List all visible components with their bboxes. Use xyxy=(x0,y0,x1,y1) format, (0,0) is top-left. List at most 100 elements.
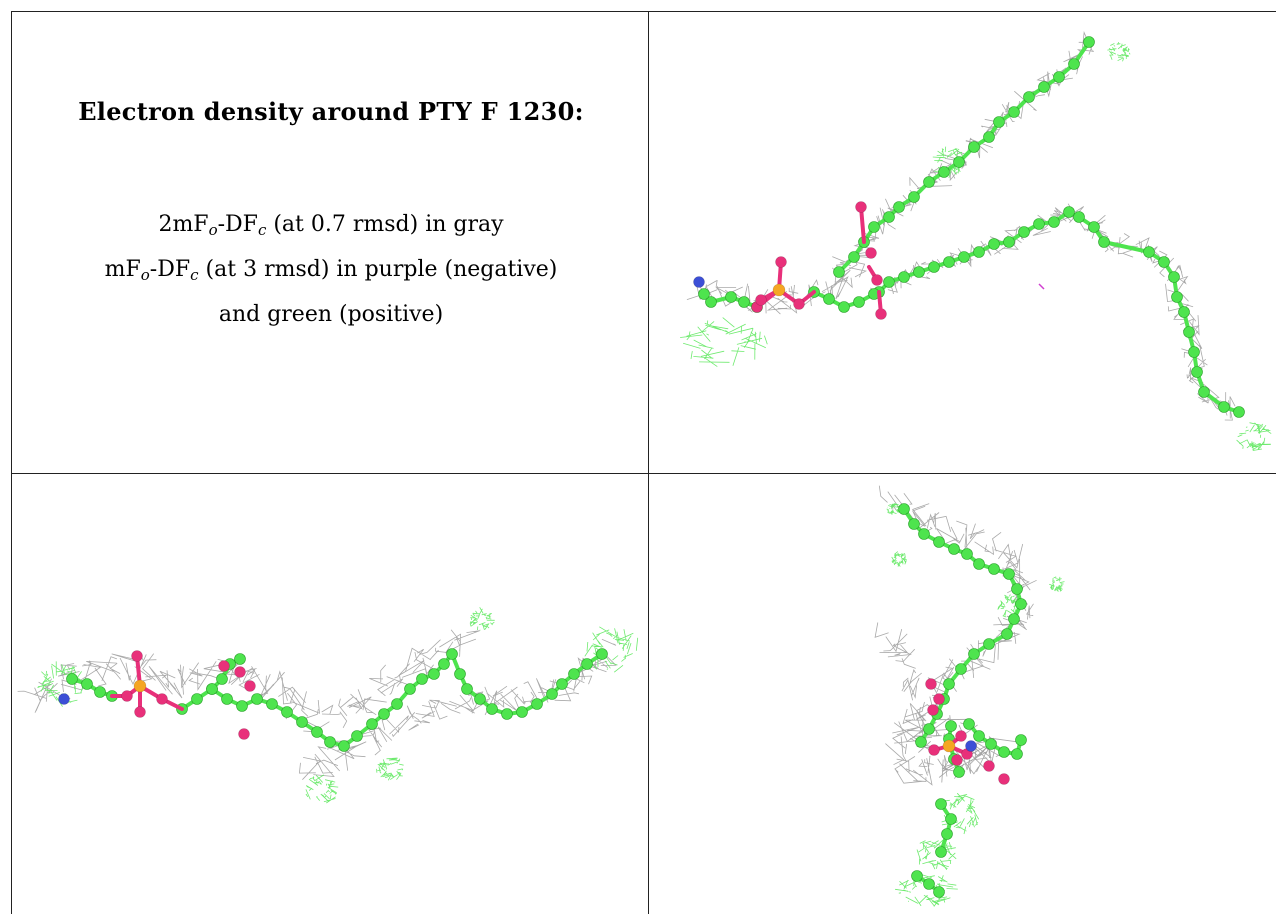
legend-text: -DF xyxy=(149,257,191,282)
grid-border-top xyxy=(11,11,1276,12)
oxygen-atom xyxy=(933,693,945,705)
oxygen-atom xyxy=(134,706,146,718)
carbon-atom xyxy=(998,746,1010,758)
carbon-atom xyxy=(438,658,450,670)
density-blob-positive xyxy=(895,873,958,907)
density-mesh-gray xyxy=(1059,203,1236,421)
carbon-atom xyxy=(1068,58,1080,70)
carbon-atom xyxy=(1011,748,1023,760)
legend-subscript: c xyxy=(190,266,199,284)
density-negative-mark xyxy=(1038,283,1045,290)
carbon-atom xyxy=(883,276,895,288)
oxygen-atom xyxy=(121,690,133,702)
carbon-atom xyxy=(945,813,957,825)
carbon-atom xyxy=(1178,306,1190,318)
carbon-atom xyxy=(1053,71,1065,83)
carbon-atom xyxy=(461,683,473,695)
density-mesh-gray xyxy=(832,30,1094,275)
density-view-bottom-left xyxy=(12,474,648,914)
carbon-atom xyxy=(915,736,927,748)
density-view-bottom-right xyxy=(649,474,1276,914)
bond xyxy=(859,205,866,244)
carbon-atom xyxy=(833,266,845,278)
carbon-atom xyxy=(94,686,106,698)
density-blob-path xyxy=(1107,42,1131,62)
carbon-atom xyxy=(948,543,960,555)
density-blob-path xyxy=(680,317,768,367)
acyl-chain-main xyxy=(176,648,608,752)
carbon-atom xyxy=(738,296,750,308)
nitrogen-atom xyxy=(965,740,977,752)
oxygen-atom xyxy=(238,728,250,740)
oxygen-atom xyxy=(928,744,940,756)
density-mesh-gray xyxy=(298,638,617,780)
carbon-atom xyxy=(1233,406,1245,418)
density-blob-path xyxy=(891,551,907,567)
carbon-atom xyxy=(1218,401,1230,413)
carbon-atom xyxy=(968,648,980,660)
carbon-atom xyxy=(216,673,228,685)
carbon-atom xyxy=(938,166,950,178)
figure-legend: 2mFo-DFc (at 0.7 rmsd) in gray mFo-DFc (… xyxy=(12,205,648,334)
carbon-atom xyxy=(324,736,336,748)
oxygen-atom xyxy=(234,666,246,678)
carbon-atom xyxy=(1191,366,1203,378)
carbon-atom xyxy=(883,211,895,223)
tail-end xyxy=(935,798,957,858)
density-blob-positive xyxy=(469,607,495,631)
carbon-atom xyxy=(898,503,910,515)
carbon-atom xyxy=(933,536,945,548)
caption-panel: Electron density around PTY F 1230: 2mFo… xyxy=(12,12,648,473)
carbon-atom xyxy=(1073,211,1085,223)
carbon-atom xyxy=(985,738,997,750)
carbon-atom xyxy=(454,668,466,680)
carbon-atom xyxy=(366,718,378,730)
carbon-atom xyxy=(983,131,995,143)
carbon-atom xyxy=(908,518,920,530)
carbon-atom xyxy=(404,683,416,695)
carbon-atom xyxy=(853,296,865,308)
carbon-atom xyxy=(923,723,935,735)
oxygen-atom xyxy=(865,247,877,259)
carbon-atom xyxy=(1038,81,1050,93)
oxygen-atom xyxy=(925,678,937,690)
carbon-atom xyxy=(983,638,995,650)
carbon-atom xyxy=(973,558,985,570)
carbon-atom xyxy=(1171,291,1183,303)
density-blob-positive xyxy=(1107,42,1131,62)
legend-line-colors: and green (positive) xyxy=(218,302,444,327)
carbon-atom xyxy=(898,271,910,283)
carbon-atom xyxy=(391,698,403,710)
carbon-atom xyxy=(1018,226,1030,238)
acyl-chain-main xyxy=(898,503,1027,748)
carbon-atom xyxy=(1083,36,1095,48)
oxygen-atom xyxy=(951,754,963,766)
carbon-atom xyxy=(206,683,218,695)
carbon-atom xyxy=(1008,106,1020,118)
carbon-atom xyxy=(191,693,203,705)
carbon-atom xyxy=(1143,246,1155,258)
carbon-atom xyxy=(935,846,947,858)
legend-subscript: c xyxy=(257,221,267,239)
carbon-atom xyxy=(428,668,440,680)
carbon-atom xyxy=(296,716,308,728)
carbon-atom xyxy=(1001,628,1013,640)
carbon-atom xyxy=(1198,386,1210,398)
carbon-atom xyxy=(66,673,78,685)
carbon-atom xyxy=(988,238,1000,250)
phosphorus-atom xyxy=(133,679,147,693)
legend-text: (at 0.7 rmsd) in gray xyxy=(266,212,504,237)
density-blob-path xyxy=(305,774,339,804)
legend-subscript: o xyxy=(208,221,218,239)
carbon-atom xyxy=(1088,221,1100,233)
carbon-atom xyxy=(1008,613,1020,625)
density-blob-path xyxy=(1049,576,1065,592)
carbon-atom xyxy=(311,726,323,738)
density-blob-positive xyxy=(305,774,339,804)
carbon-atom xyxy=(928,261,940,273)
carbon-atom xyxy=(1033,218,1045,230)
headgroup-chain xyxy=(66,673,118,702)
density-blob-positive xyxy=(584,626,639,673)
carbon-atom xyxy=(968,141,980,153)
carbon-atom xyxy=(501,708,513,720)
